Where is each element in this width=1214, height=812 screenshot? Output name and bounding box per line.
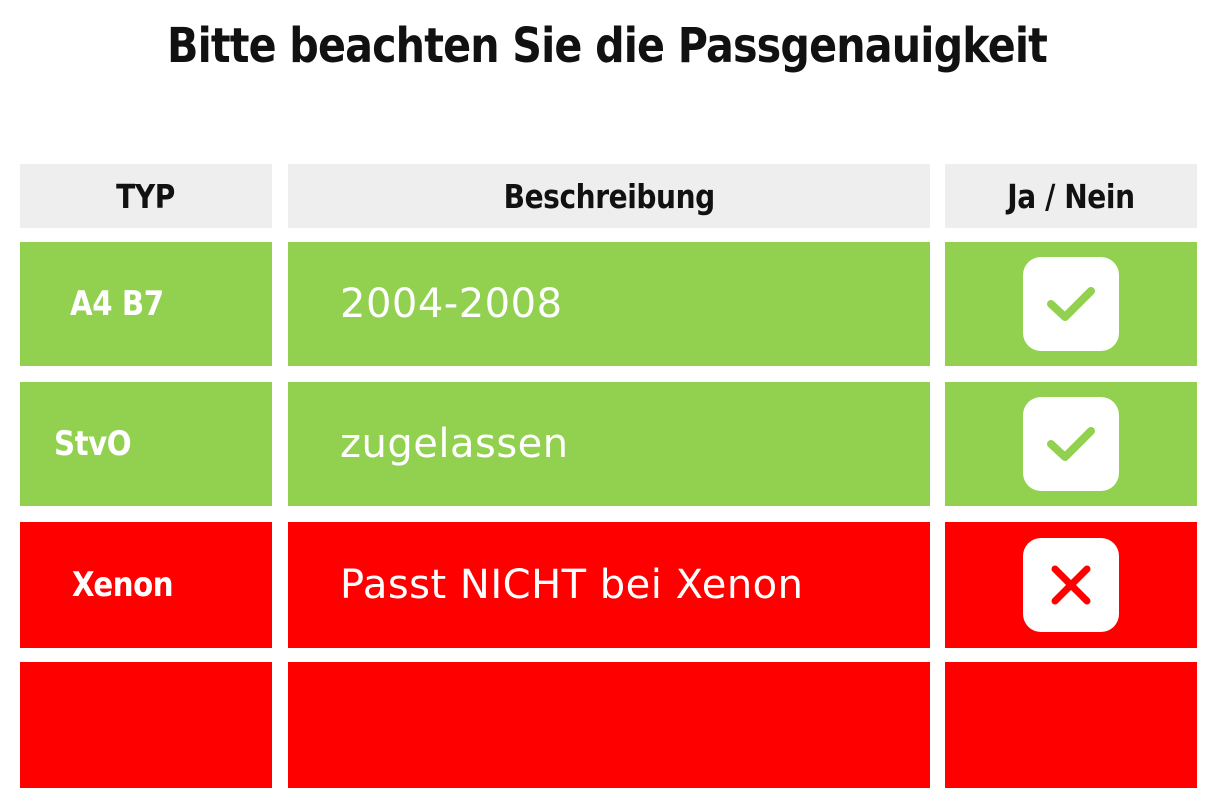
header-typ: TYP bbox=[20, 164, 272, 228]
table-row-2-type: StvO bbox=[20, 382, 272, 506]
header-beschreibung-label: Beschreibung bbox=[503, 176, 715, 216]
page-title: Bitte beachten Sie die Passgenauigkeit bbox=[166, 18, 1048, 74]
row-3-type-label: Xenon bbox=[72, 565, 174, 605]
row-1-type-label: A4 B7 bbox=[70, 284, 164, 324]
row-2-type-label: StvO bbox=[54, 424, 132, 464]
checkmark-icon bbox=[1023, 397, 1119, 491]
table-row-3-description: Passt NICHT bei Xenon bbox=[288, 522, 930, 648]
table-row-4-type bbox=[20, 662, 272, 788]
table-row-1-type: A4 B7 bbox=[20, 242, 272, 366]
table-row-3-type: Xenon bbox=[20, 522, 272, 648]
table-row-1-status bbox=[945, 242, 1197, 366]
table-row-1-description: 2004-2008 bbox=[288, 242, 930, 366]
checkmark-icon bbox=[1023, 257, 1119, 351]
table-row-2-description: zugelassen bbox=[288, 382, 930, 506]
header-ja-nein: Ja / Nein bbox=[945, 164, 1197, 228]
header-ja-nein-label: Ja / Nein bbox=[1007, 176, 1135, 216]
header-beschreibung: Beschreibung bbox=[288, 164, 930, 228]
header-typ-label: TYP bbox=[116, 176, 176, 216]
table-row-2-status bbox=[945, 382, 1197, 506]
table-row-4-description bbox=[288, 662, 930, 788]
cross-icon bbox=[1023, 538, 1119, 632]
table-row-4-status bbox=[945, 662, 1197, 788]
table-row-3-status bbox=[945, 522, 1197, 648]
